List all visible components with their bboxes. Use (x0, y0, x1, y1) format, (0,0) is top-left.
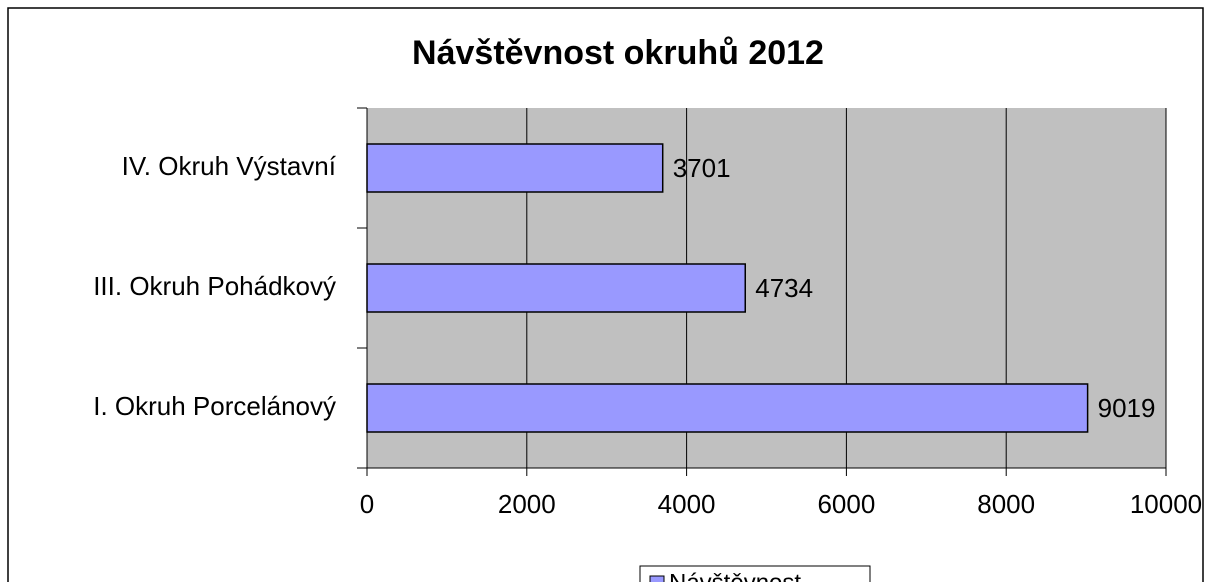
bar (366, 383, 1089, 433)
x-tick-label: 10000 (1130, 489, 1202, 519)
data-label: 3701 (673, 153, 731, 183)
chart-title: Návštěvnost okruhů 2012 (412, 34, 824, 72)
x-tick-label: 8000 (977, 489, 1035, 519)
legend-box (639, 565, 871, 582)
y-tick-label: III. Okruh Pohádkový (93, 271, 336, 301)
x-tick-label: 0 (360, 489, 374, 519)
x-tick-label: 4000 (658, 489, 716, 519)
x-tick-label: 6000 (817, 489, 875, 519)
x-tick-label: 2000 (498, 489, 556, 519)
legend-swatch (649, 575, 665, 582)
bar (366, 263, 746, 313)
bar (366, 143, 664, 193)
y-tick-label: I. Okruh Porcelánový (93, 391, 336, 421)
y-tick-label: IV. Okruh Výstavní (122, 151, 337, 181)
data-label: 4734 (755, 273, 813, 303)
data-label: 9019 (1098, 393, 1156, 423)
legend-label: Návštěvnost (669, 569, 801, 582)
